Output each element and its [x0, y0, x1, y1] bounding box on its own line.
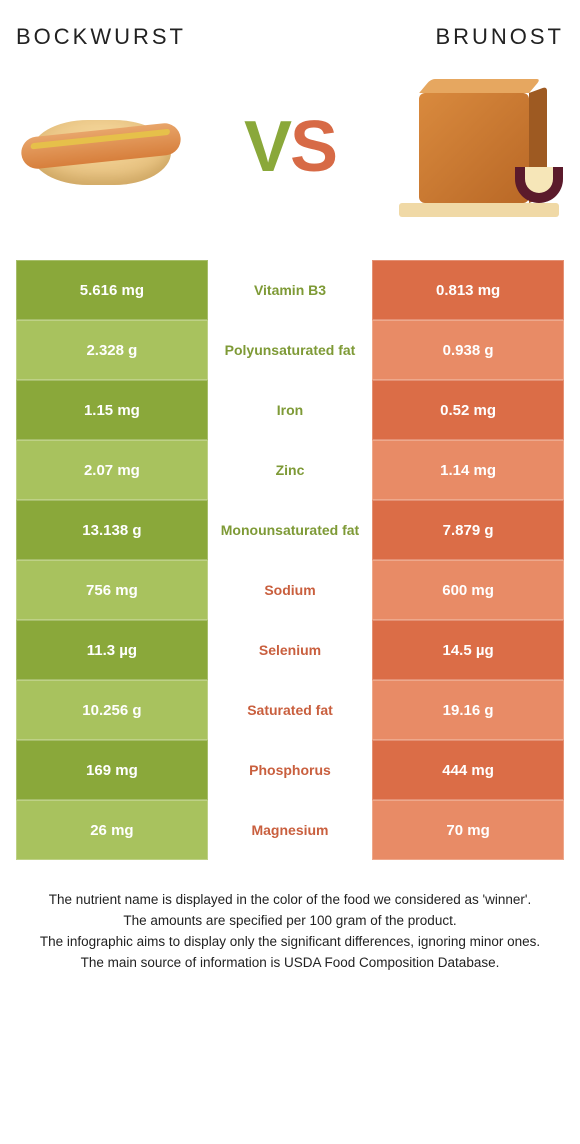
table-row: 13.138 gMonounsaturated fat7.879 g [16, 500, 564, 560]
footer-notes: The nutrient name is displayed in the co… [0, 890, 580, 998]
footer-line-3: The infographic aims to display only the… [30, 932, 550, 953]
nutrient-label: Selenium [208, 620, 372, 680]
right-value: 70 mg [372, 800, 564, 860]
nutrient-label: Magnesium [208, 800, 372, 860]
left-value: 169 mg [16, 740, 208, 800]
right-food-title: BRUNOST [301, 24, 564, 50]
table-row: 10.256 gSaturated fat19.16 g [16, 680, 564, 740]
table-row: 26 mgMagnesium70 mg [16, 800, 564, 860]
table-row: 169 mgPhosphorus444 mg [16, 740, 564, 800]
footer-line-4: The main source of information is USDA F… [30, 953, 550, 974]
footer-line-1: The nutrient name is displayed in the co… [30, 890, 550, 911]
image-row: VS [16, 62, 564, 232]
table-row: 756 mgSodium600 mg [16, 560, 564, 620]
left-value: 2.07 mg [16, 440, 208, 500]
nutrient-label: Iron [208, 380, 372, 440]
cheese-icon [399, 77, 559, 217]
table-row: 2.07 mgZinc1.14 mg [16, 440, 564, 500]
left-value: 1.15 mg [16, 380, 208, 440]
table-row: 5.616 mgVitamin B30.813 mg [16, 260, 564, 320]
left-value: 26 mg [16, 800, 208, 860]
left-value: 11.3 µg [16, 620, 208, 680]
table-row: 11.3 µgSelenium14.5 µg [16, 620, 564, 680]
header-row: BOCKWURST BRUNOST [16, 24, 564, 50]
nutrient-label: Vitamin B3 [208, 260, 372, 320]
table-row: 1.15 mgIron0.52 mg [16, 380, 564, 440]
footer-line-2: The amounts are specified per 100 gram o… [30, 911, 550, 932]
right-value: 0.938 g [372, 320, 564, 380]
nutrient-label: Saturated fat [208, 680, 372, 740]
left-value: 756 mg [16, 560, 208, 620]
left-food-image [16, 72, 186, 222]
nutrient-label: Monounsaturated fat [208, 500, 372, 560]
right-value: 600 mg [372, 560, 564, 620]
vs-label: VS [244, 106, 336, 188]
nutrient-label: Sodium [208, 560, 372, 620]
right-value: 0.52 mg [372, 380, 564, 440]
table-row: 2.328 gPolyunsaturated fat0.938 g [16, 320, 564, 380]
nutrient-label: Polyunsaturated fat [208, 320, 372, 380]
nutrient-label: Zinc [208, 440, 372, 500]
left-value: 2.328 g [16, 320, 208, 380]
left-value: 5.616 mg [16, 260, 208, 320]
right-value: 1.14 mg [372, 440, 564, 500]
vs-v: V [244, 107, 290, 187]
left-food-title: BOCKWURST [16, 24, 279, 50]
hotdog-icon [26, 102, 176, 192]
right-value: 7.879 g [372, 500, 564, 560]
left-value: 10.256 g [16, 680, 208, 740]
right-food-image [394, 72, 564, 222]
vs-s: S [290, 107, 336, 187]
right-value: 444 mg [372, 740, 564, 800]
right-value: 0.813 mg [372, 260, 564, 320]
right-value: 19.16 g [372, 680, 564, 740]
nutrient-table: 5.616 mgVitamin B30.813 mg2.328 gPolyuns… [16, 260, 564, 860]
nutrient-label: Phosphorus [208, 740, 372, 800]
right-value: 14.5 µg [372, 620, 564, 680]
left-value: 13.138 g [16, 500, 208, 560]
